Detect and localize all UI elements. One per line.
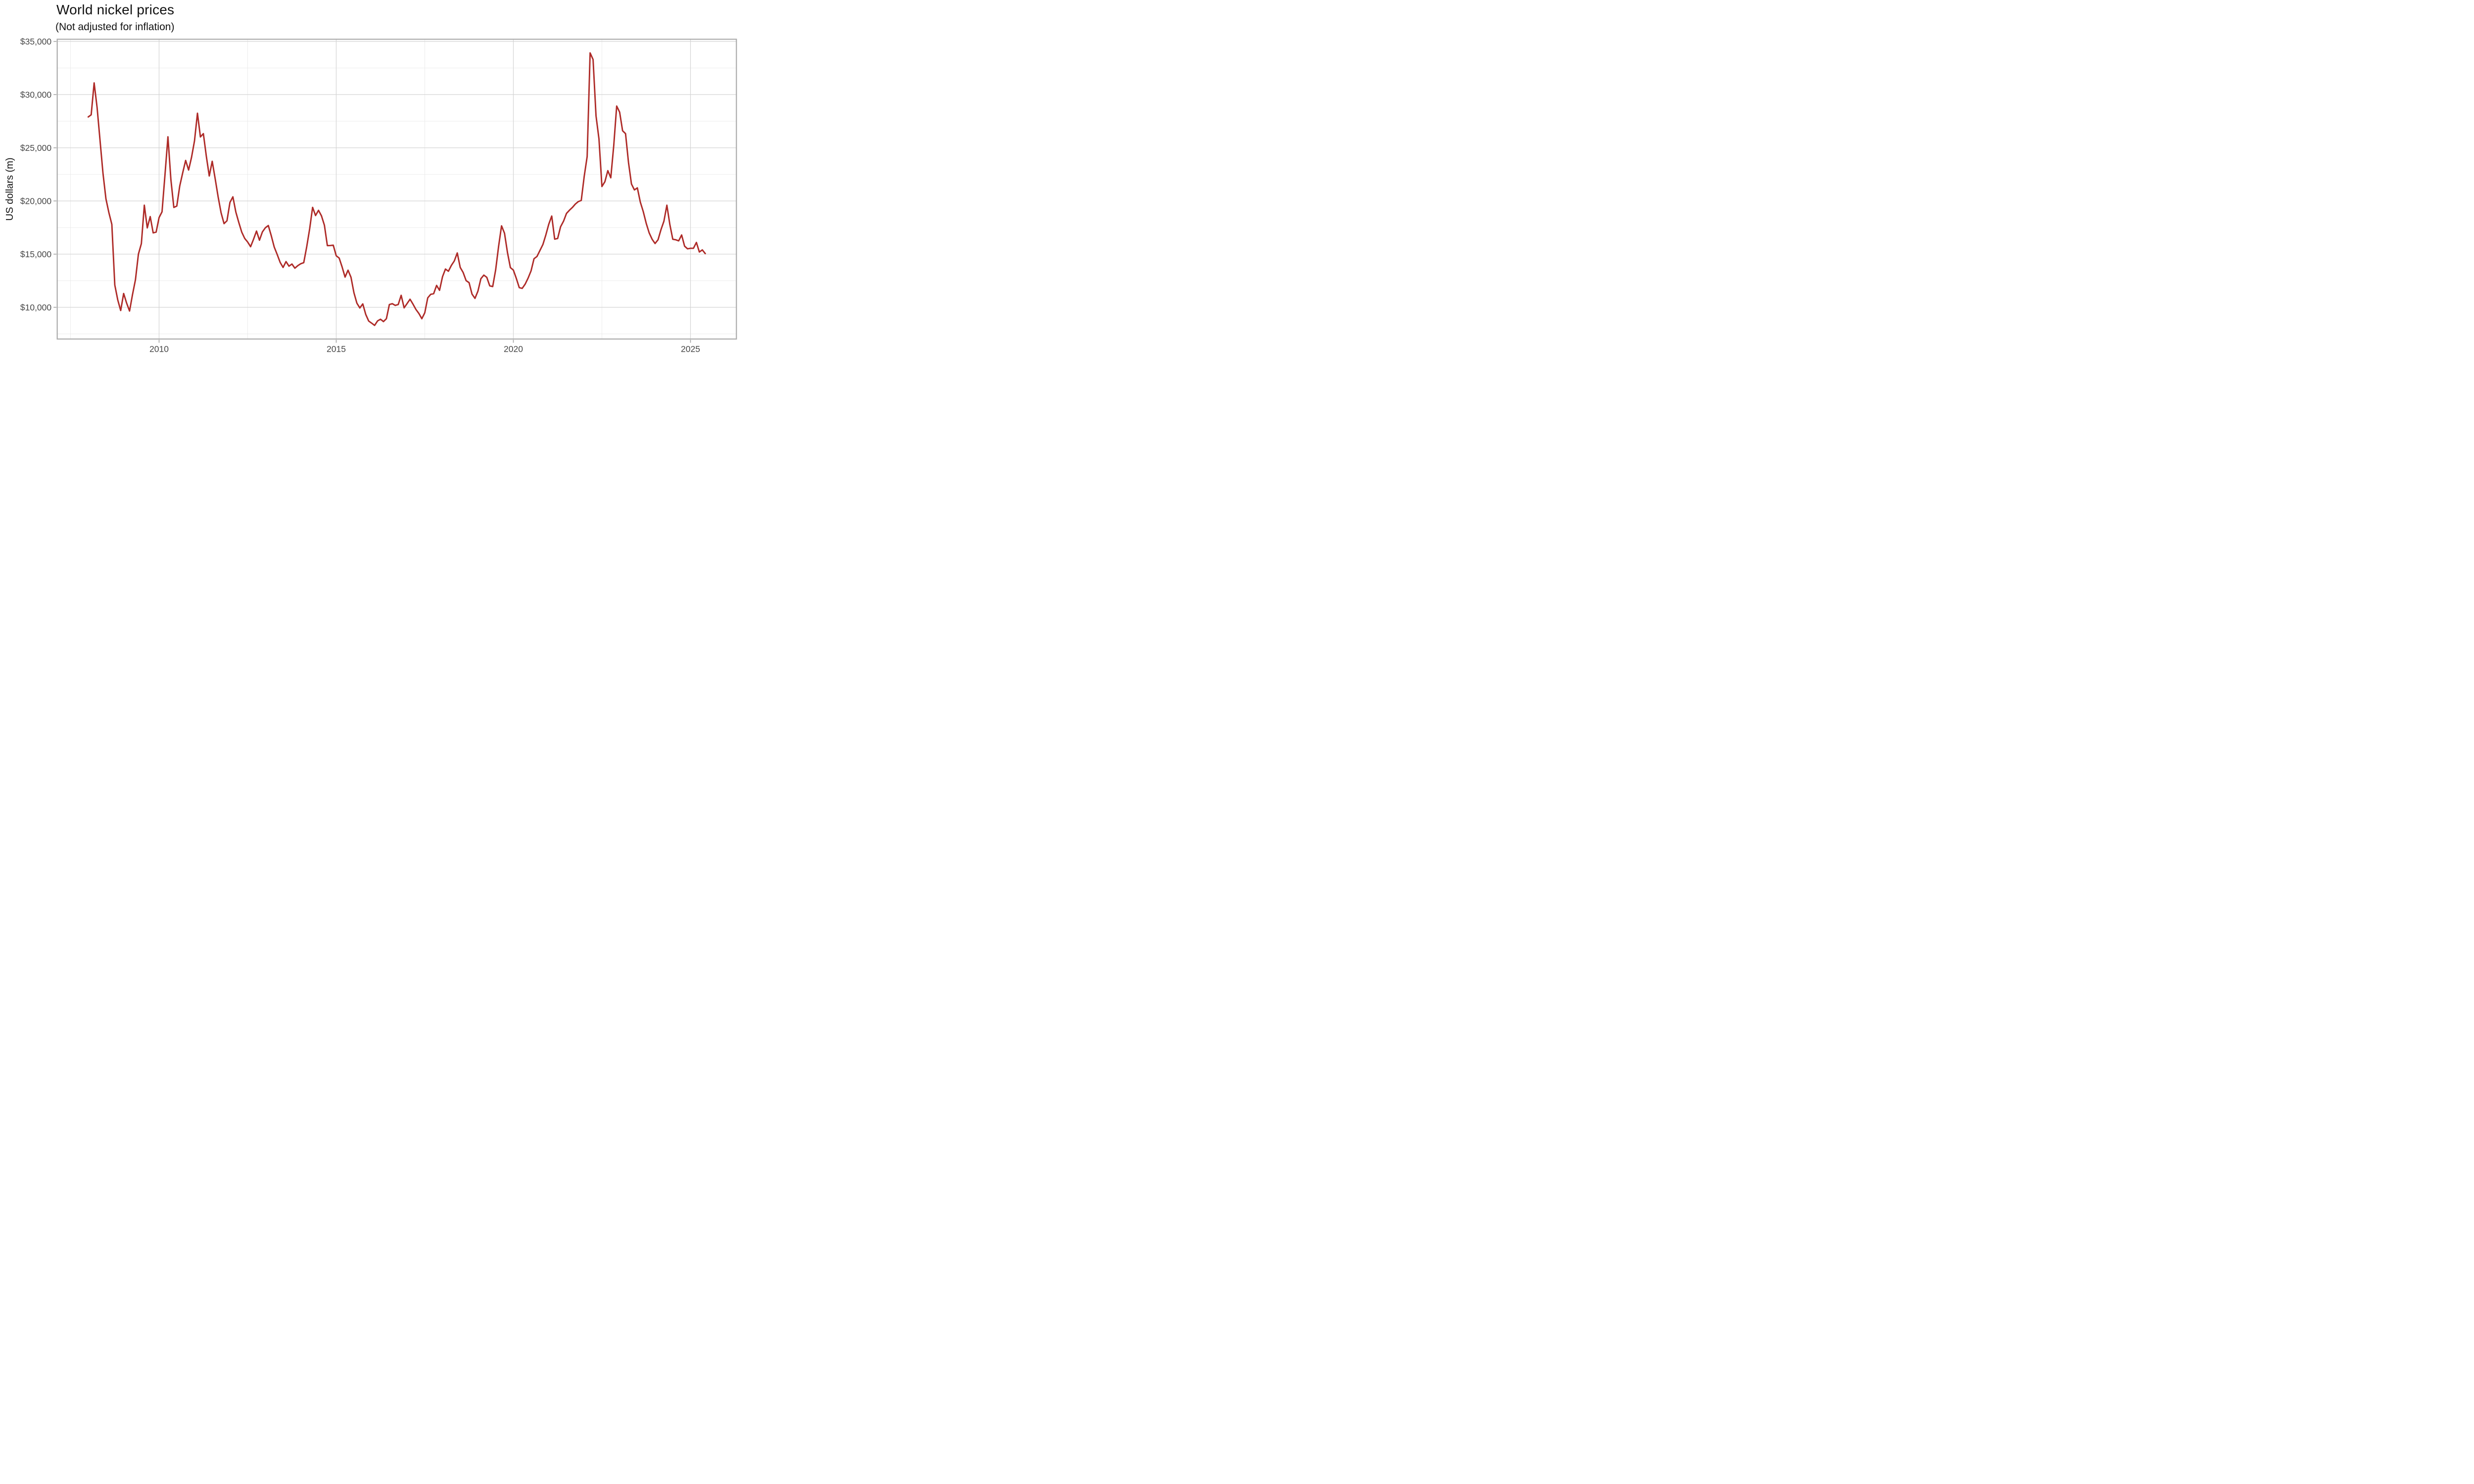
x-tick-label: 2015 xyxy=(327,344,346,354)
panel-border xyxy=(56,39,737,340)
plot-panel xyxy=(57,39,737,339)
chart-title: World nickel prices xyxy=(56,2,175,17)
y-tick-label: $15,000 xyxy=(20,249,52,259)
y-tick-label: $10,000 xyxy=(20,302,52,312)
x-tick-label: 2025 xyxy=(681,344,700,354)
y-tick-label: $30,000 xyxy=(20,90,52,99)
chart-subtitle: (Not adjusted for inflation) xyxy=(55,21,175,33)
x-tick-label: 2010 xyxy=(149,344,169,354)
y-tick-label: $35,000 xyxy=(20,37,52,46)
y-tick-label: $20,000 xyxy=(20,196,52,206)
plot-svg: $10,000 $15,000 $20,000 $25,000 $30,000 $35,0… xyxy=(4,37,737,354)
y-tick-label: $25,000 xyxy=(20,143,52,153)
nickel-price-chart: World nickel prices (Not adjusted for in… xyxy=(0,0,742,371)
price-line-series xyxy=(87,52,706,326)
x-tick-label: 2020 xyxy=(504,344,523,354)
y-axis-title: US dollars (m) xyxy=(4,157,15,221)
